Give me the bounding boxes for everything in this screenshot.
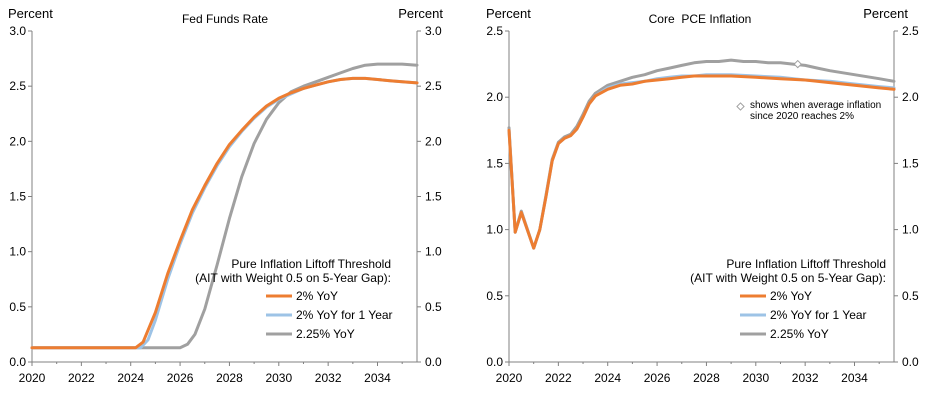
core-pce-xtick-label: 2028	[693, 371, 720, 385]
fed-funds-ytick-label-left: 1.0	[9, 245, 26, 259]
core-pce-legend-title-1: Pure Inflation Liftoff Threshold	[726, 257, 886, 271]
core-pce-ytick-label-right: 0.5	[902, 289, 919, 303]
core-pce-ylabel-left: Percent	[486, 6, 531, 21]
core-pce-panel: Percent Percent Core PCE Inflation 0.0 0.…	[486, 6, 919, 385]
fed-funds-ytick-label-left: 1.5	[9, 190, 26, 204]
core-pce-legend: Pure Inflation Liftoff Threshold (AIT wi…	[690, 257, 886, 341]
core-pce-ytick-label-right: 1.0	[902, 223, 919, 237]
fed-funds-ylabel-right: Percent	[398, 6, 443, 21]
fed-funds-ytick-label-left: 0.0	[9, 355, 26, 369]
core-pce-ytick-label-right: 2.0	[902, 90, 919, 104]
core-pce-ytick-label-left: 0.5	[486, 289, 503, 303]
core-pce-legend-title-2: (AIT with Weight 0.5 on 5-Year Gap):	[690, 271, 886, 285]
fed-funds-ytick-label-right: 0.5	[425, 300, 442, 314]
fed-funds-lines	[30, 62, 419, 350]
fed-funds-ytick-label-right: 1.5	[425, 190, 442, 204]
fed-funds-title: Fed Funds Rate	[182, 12, 268, 26]
fed-funds-legend-label-2pct: 2% YoY	[296, 289, 338, 303]
fed-funds-legend-title-1: Pure Inflation Liftoff Threshold	[231, 257, 391, 271]
core-pce-series-2-yoy	[507, 74, 896, 250]
fed-funds-axes: 0.0 0.0 0.5 0.5 1.0 1.0 1.5 1.5 2.0 2.0 2.5 2.5 3.0 3…	[9, 24, 442, 385]
fed-funds-xtick-label: 2032	[315, 371, 342, 385]
core-pce-legend-label-225pct: 2.25% YoY	[770, 327, 829, 341]
fed-funds-ylabel-left: Percent	[8, 6, 53, 21]
fed-funds-ytick-label-right: 1.0	[425, 245, 442, 259]
fed-funds-ytick-label-right: 2.0	[425, 134, 442, 148]
fed-funds-ytick-label-left: 2.5	[9, 79, 26, 93]
annotation-diamond-icon	[736, 102, 745, 111]
fed-funds-ytick-label-left: 0.5	[9, 300, 26, 314]
core-pce-xtick-label: 2032	[792, 371, 819, 385]
core-pce-xtick-label: 2020	[496, 371, 523, 385]
core-pce-legend-label-2pct: 2% YoY	[770, 289, 812, 303]
fed-funds-legend: Pure Inflation Liftoff Threshold (AIT wi…	[195, 257, 392, 341]
core-pce-annotation: shows when average inflation since 2020 …	[736, 100, 881, 122]
core-pce-ytick-label-right: 0.0	[902, 355, 919, 369]
core-pce-xtick-label: 2022	[545, 371, 572, 385]
fed-funds-ytick-label-right: 3.0	[425, 24, 442, 38]
fed-funds-legend-label-225pct: 2.25% YoY	[296, 327, 355, 341]
fed-funds-ytick-label-right: 2.5	[425, 79, 442, 93]
core-pce-legend-label-2pct-1yr: 2% YoY for 1 Year	[770, 308, 867, 322]
core-pce-xtick-label: 2026	[644, 371, 671, 385]
fed-funds-ytick-label-left: 3.0	[9, 24, 26, 38]
core-pce-series-2-25-yoy	[507, 58, 896, 250]
core-pce-ylabel-right: Percent	[863, 6, 908, 21]
core-pce-axes: 0.0 0.0 0.5 0.5 1.0 1.0 1.5 1.5 2.0 2.0 2.5 2.5 2020…	[486, 24, 919, 385]
core-pce-ytick-label-left: 1.5	[486, 156, 503, 170]
core-pce-xtick-label: 2030	[742, 371, 769, 385]
fed-funds-xtick-label: 2020	[19, 371, 46, 385]
fed-funds-xtick-label: 2026	[167, 371, 194, 385]
annotation-text-1: shows when average inflation	[750, 100, 881, 111]
fed-funds-panel: Percent Percent Fed Funds Rate 0.0 0.0 0.5…	[8, 6, 443, 385]
core-pce-ytick-label-right: 2.5	[902, 24, 919, 38]
fed-funds-xtick-label: 2024	[117, 371, 144, 385]
core-pce-xtick-label: 2024	[594, 371, 621, 385]
fed-funds-legend-title-2: (AIT with Weight 0.5 on 5-Year Gap):	[195, 271, 391, 285]
fed-funds-series-2-25-yoy	[30, 62, 419, 350]
fed-funds-xtick-label: 2028	[216, 371, 243, 385]
core-pce-ytick-label-left: 2.0	[486, 90, 503, 104]
core-pce-ytick-label-right: 1.5	[902, 156, 919, 170]
core-pce-title: Core PCE Inflation	[649, 12, 752, 26]
core-pce-ytick-label-left: 1.0	[486, 223, 503, 237]
fed-funds-legend-label-2pct-1yr: 2% YoY for 1 Year	[296, 308, 393, 322]
fed-funds-xtick-label: 2030	[265, 371, 292, 385]
fed-funds-ytick-label-left: 2.0	[9, 134, 26, 148]
core-pce-ytick-label-left: 0.0	[486, 355, 503, 369]
core-pce-ytick-label-left: 2.5	[486, 24, 503, 38]
fed-funds-series-2-yoy	[30, 76, 419, 350]
core-pce-lines	[507, 58, 896, 250]
fed-funds-xtick-label: 2034	[364, 371, 391, 385]
annotation-text-2: since 2020 reaches 2%	[750, 111, 854, 122]
core-pce-xtick-label: 2034	[841, 371, 868, 385]
core-pce-avg-inflation-marker	[793, 59, 802, 69]
fed-funds-ytick-label-right: 0.0	[425, 355, 442, 369]
fed-funds-xtick-label: 2022	[68, 371, 95, 385]
